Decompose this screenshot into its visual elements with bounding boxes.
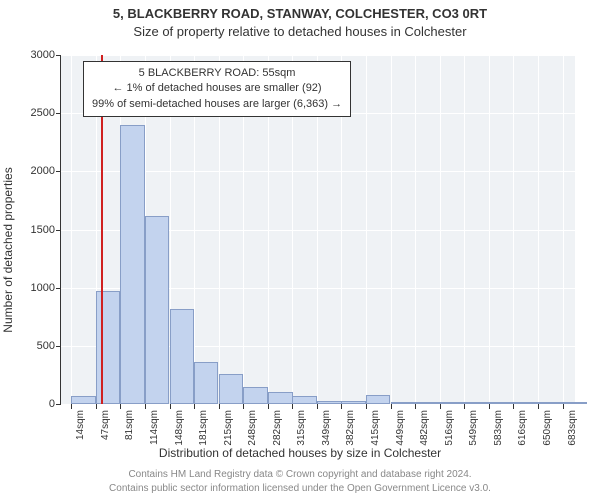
xtick-mark: [415, 404, 416, 409]
ytick-mark: [56, 288, 61, 289]
xtick-label: 683sqm: [567, 410, 578, 446]
xtick-label: 616sqm: [517, 410, 528, 446]
gridline-v: [415, 55, 416, 404]
xtick-label: 516sqm: [444, 410, 455, 446]
xtick-mark: [563, 404, 564, 409]
ytick-mark: [56, 404, 61, 405]
histogram-bar: [538, 402, 563, 404]
xtick-label: 382sqm: [345, 410, 356, 446]
xtick-label: 47sqm: [100, 410, 111, 440]
xtick-label: 315sqm: [296, 410, 307, 446]
footer-line1: Contains HM Land Registry data © Crown c…: [0, 468, 600, 482]
xtick-label: 181sqm: [198, 410, 209, 446]
y-axis-label: Number of detached properties: [1, 100, 15, 400]
xtick-label: 415sqm: [370, 410, 381, 446]
xtick-mark: [391, 404, 392, 409]
histogram-bar: [489, 402, 514, 404]
histogram-bar: [366, 395, 391, 404]
footer-attribution: Contains HM Land Registry data © Crown c…: [0, 468, 600, 496]
xtick-label: 650sqm: [542, 410, 553, 446]
xtick-label: 549sqm: [468, 410, 479, 446]
histogram-bar: [415, 402, 440, 404]
histogram-bar: [170, 309, 195, 404]
gridline-v: [464, 55, 465, 404]
histogram-bar: [120, 125, 145, 404]
xtick-mark: [243, 404, 244, 409]
xtick-mark: [513, 404, 514, 409]
ytick-mark: [56, 230, 61, 231]
x-axis-label: Distribution of detached houses by size …: [0, 446, 600, 460]
gridline-v: [366, 55, 367, 404]
xtick-mark: [292, 404, 293, 409]
xtick-label: 349sqm: [321, 410, 332, 446]
xtick-label: 282sqm: [272, 410, 283, 446]
histogram-bar: [464, 402, 489, 404]
xtick-mark: [219, 404, 220, 409]
xtick-mark: [268, 404, 269, 409]
histogram-bar: [391, 402, 416, 404]
histogram-bar: [194, 362, 219, 404]
xtick-label: 148sqm: [174, 410, 185, 446]
xtick-label: 583sqm: [493, 410, 504, 446]
chart-title-address: 5, BLACKBERRY ROAD, STANWAY, COLCHESTER,…: [0, 6, 600, 21]
gridline-v: [538, 55, 539, 404]
xtick-mark: [96, 404, 97, 409]
histogram-bar: [96, 291, 121, 404]
gridline-v: [513, 55, 514, 404]
xtick-label: 449sqm: [395, 410, 406, 446]
xtick-label: 482sqm: [419, 410, 430, 446]
xtick-mark: [71, 404, 72, 409]
histogram-bar: [268, 392, 293, 404]
histogram-bar: [219, 374, 244, 404]
xtick-mark: [440, 404, 441, 409]
annotation-line2: ← 1% of detached houses are smaller (92): [92, 81, 342, 96]
xtick-mark: [366, 404, 367, 409]
gridline-v: [391, 55, 392, 404]
ytick-mark: [56, 55, 61, 56]
xtick-mark: [489, 404, 490, 409]
gridline-v: [440, 55, 441, 404]
plot-area: 05001000150020002500300014sqm47sqm81sqm1…: [60, 55, 575, 405]
xtick-mark: [341, 404, 342, 409]
histogram-bar: [317, 401, 342, 404]
ytick-mark: [56, 346, 61, 347]
histogram-bar: [243, 387, 268, 404]
chart-title-desc: Size of property relative to detached ho…: [0, 24, 600, 39]
gridline-v: [71, 55, 72, 404]
xtick-mark: [538, 404, 539, 409]
xtick-mark: [145, 404, 146, 409]
xtick-mark: [170, 404, 171, 409]
xtick-label: 215sqm: [223, 410, 234, 446]
xtick-label: 14sqm: [75, 410, 86, 440]
gridline-v: [489, 55, 490, 404]
histogram-bar: [563, 402, 588, 404]
ytick-mark: [56, 113, 61, 114]
annotation-line3: 99% of semi-detached houses are larger (…: [92, 97, 342, 112]
xtick-label: 114sqm: [149, 410, 160, 445]
annotation-line1: 5 BLACKBERRY ROAD: 55sqm: [92, 66, 342, 81]
annotation-box: 5 BLACKBERRY ROAD: 55sqm ← 1% of detache…: [83, 61, 351, 117]
histogram-bar: [292, 396, 317, 404]
xtick-mark: [120, 404, 121, 409]
histogram-bar: [440, 402, 465, 404]
xtick-label: 248sqm: [247, 410, 258, 446]
histogram-bar: [71, 396, 96, 404]
gridline-v: [563, 55, 564, 404]
histogram-bar: [513, 402, 538, 404]
xtick-mark: [194, 404, 195, 409]
xtick-mark: [464, 404, 465, 409]
histogram-bar: [145, 216, 170, 404]
histogram-bar: [341, 401, 366, 404]
xtick-label: 81sqm: [124, 410, 135, 440]
ytick-mark: [56, 171, 61, 172]
footer-line2: Contains public sector information licen…: [0, 482, 600, 496]
xtick-mark: [317, 404, 318, 409]
